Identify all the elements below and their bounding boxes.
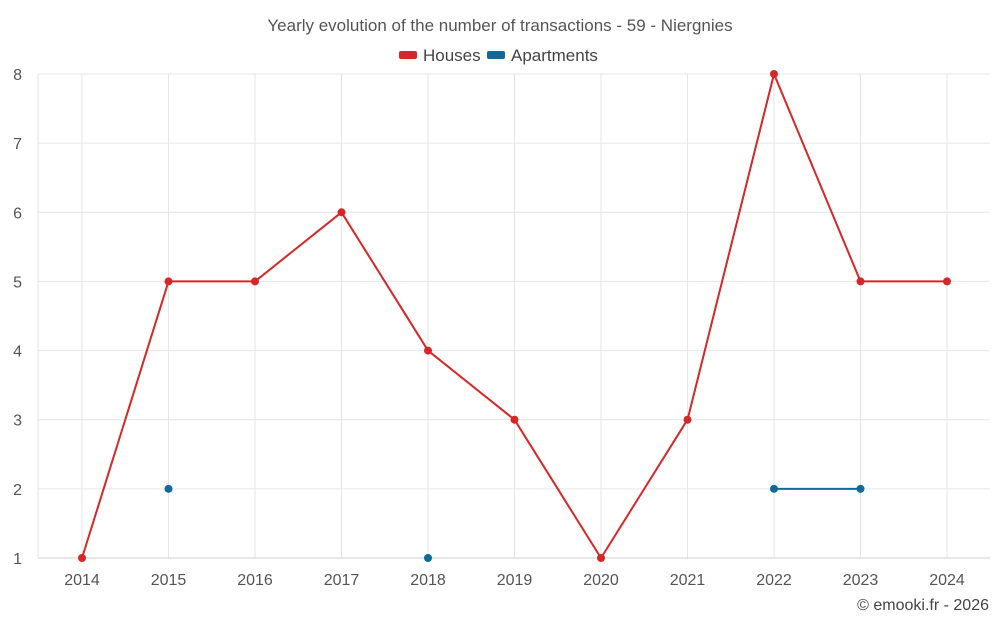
- x-tick-label: 2014: [64, 572, 100, 589]
- y-axis: 1 2 3 4 5 6 7 8: [13, 67, 22, 568]
- data-point-apartments: [424, 554, 432, 562]
- y-tick-label: 5: [13, 274, 22, 291]
- plot-area: [78, 70, 951, 562]
- data-point-houses: [510, 415, 519, 424]
- data-point-houses: [770, 70, 778, 78]
- data-point-houses: [597, 554, 605, 562]
- data-point-houses: [424, 346, 432, 355]
- legend-swatch-apartments: [487, 51, 505, 59]
- series-line-houses: [686, 73, 775, 420]
- series-line-houses: [427, 349, 516, 421]
- series-line-houses: [254, 211, 343, 283]
- chart-title: Yearly evolution of the number of transa…: [267, 16, 732, 35]
- series-line-houses: [600, 419, 689, 559]
- credit-text: © emooki.fr - 2026: [857, 597, 989, 614]
- y-tick-label: 6: [13, 205, 22, 222]
- series-line-houses: [773, 73, 862, 282]
- series-line-houses: [81, 281, 170, 559]
- data-point-houses: [164, 277, 173, 286]
- data-point-houses: [337, 208, 346, 217]
- legend-label-apartments: Apartments: [511, 46, 598, 65]
- legend-label-houses: Houses: [423, 46, 481, 65]
- x-tick-label: 2021: [670, 572, 706, 589]
- data-point-apartments: [770, 484, 778, 493]
- y-tick-label: 4: [13, 344, 22, 361]
- x-axis: 2014 2015 2016 2017 2018 2019 2020 2021 2022 2023…: [64, 572, 965, 589]
- x-tick-label: 2017: [324, 572, 360, 589]
- x-tick-label: 2019: [497, 572, 533, 589]
- y-tick-label: 1: [13, 551, 22, 568]
- y-tick-label: 7: [13, 136, 22, 153]
- data-point-houses: [251, 277, 259, 286]
- x-tick-label: 2024: [929, 572, 965, 589]
- x-tick-label: 2015: [151, 572, 187, 589]
- data-point-houses: [856, 277, 865, 286]
- y-tick-label: 8: [13, 67, 22, 84]
- data-point-houses: [683, 415, 692, 424]
- x-tick-label: 2016: [237, 572, 273, 589]
- grid: [37, 73, 990, 559]
- legend: Houses Apartments: [399, 46, 598, 65]
- series-line-houses: [340, 211, 429, 352]
- x-tick-label: 2023: [843, 572, 879, 589]
- data-point-houses: [943, 277, 951, 286]
- legend-swatch-houses: [399, 51, 417, 59]
- data-point-apartments: [164, 484, 173, 493]
- data-point-apartments: [856, 484, 865, 493]
- data-point-houses: [78, 554, 86, 562]
- x-tick-label: 2020: [583, 572, 619, 589]
- series-line-houses: [513, 419, 602, 559]
- x-tick-label: 2018: [410, 572, 446, 589]
- x-tick-label: 2022: [756, 572, 792, 589]
- y-tick-label: 2: [13, 482, 22, 499]
- y-tick-label: 3: [13, 413, 22, 430]
